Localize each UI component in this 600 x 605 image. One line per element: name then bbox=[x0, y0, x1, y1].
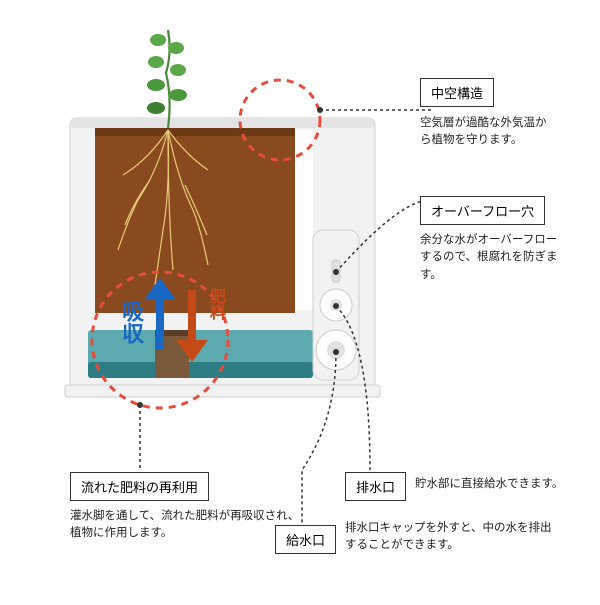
desc-reuse: 灌水脚を通して、流れた肥料が再吸収され、植物に作用します。 bbox=[70, 508, 300, 543]
desc-overflow: 余分な水がオーバーフローするので、根腐れを防ぎます。 bbox=[420, 232, 560, 284]
label-overflow: オーバーフロー穴 bbox=[420, 196, 545, 225]
planter-group bbox=[65, 118, 380, 397]
fertilizer-text: 肥料 bbox=[203, 288, 227, 320]
desc-drain: 貯水部に直接給水できます。 bbox=[415, 476, 585, 493]
desc-supply: 排水口キャップを外すと、中の水を排出することができます。 bbox=[345, 520, 555, 555]
label-hollow: 中空構造 bbox=[420, 78, 494, 107]
label-drain: 排水口 bbox=[345, 472, 406, 501]
absorption-text: 吸収 bbox=[115, 300, 147, 344]
plant bbox=[147, 30, 187, 128]
label-reuse: 流れた肥料の再利用 bbox=[70, 472, 209, 501]
label-supply: 給水口 bbox=[275, 525, 336, 554]
desc-hollow: 空気層が過酷な外気温から植物を守ります。 bbox=[420, 115, 550, 150]
diagram-stage: 吸収 肥料 中空構造 空気層が過酷な外気温から植物を守ります。 オーバーフロー穴… bbox=[0, 0, 600, 600]
